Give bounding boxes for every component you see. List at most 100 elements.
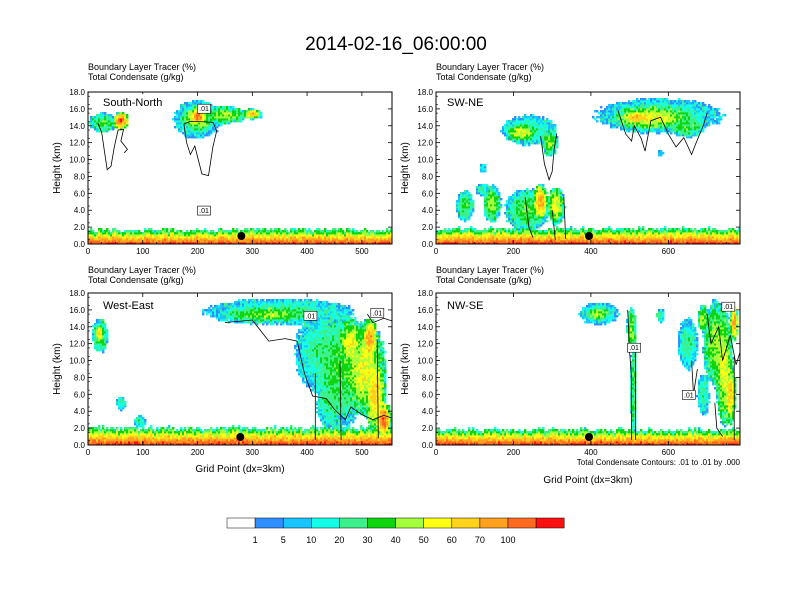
field-cell: [536, 138, 539, 141]
field-cell: [648, 124, 651, 127]
field-cell: [534, 232, 537, 235]
field-cell: [638, 228, 641, 231]
field-cell: [518, 206, 521, 209]
field-cell: [646, 238, 649, 241]
field-cell: [200, 232, 203, 235]
field-cell: [548, 148, 551, 151]
field-cell: [614, 108, 617, 111]
field-cell: [574, 238, 577, 241]
field-cell: [202, 102, 205, 105]
field-cell: [442, 230, 445, 233]
field-cell: [618, 110, 621, 113]
field-cell: [572, 242, 575, 244]
field-cell: [382, 236, 385, 239]
field-cell: [464, 236, 467, 239]
field-cell: [460, 238, 463, 241]
field-cell: [268, 230, 271, 233]
field-cell: [542, 222, 545, 225]
field-cell: [684, 100, 687, 103]
field-cell: [290, 232, 293, 235]
field-cell: [216, 234, 219, 237]
field-cell: [516, 192, 519, 195]
field-cell: [668, 234, 671, 237]
field-cell: [538, 126, 541, 129]
field-cell: [190, 116, 193, 119]
field-cell: [114, 126, 117, 129]
field-cell: [490, 242, 493, 244]
field-cell: [524, 210, 527, 213]
field-cell: [100, 242, 103, 244]
field-cell: [224, 114, 227, 117]
field-cell: [544, 196, 547, 199]
field-cell: [252, 230, 255, 233]
field-cell: [172, 234, 175, 237]
field-cell: [366, 236, 369, 239]
field-cell: [534, 196, 537, 199]
field-cell: [660, 232, 663, 235]
field-cell: [666, 234, 669, 237]
field-cell: [588, 228, 591, 231]
field-cell: [540, 206, 543, 209]
field-cell: [186, 128, 189, 131]
field-cell: [308, 228, 311, 231]
field-cell: [654, 98, 657, 101]
field-cell: [452, 240, 455, 243]
field-cell: [160, 238, 163, 241]
field-cell: [194, 124, 197, 127]
field-cell: [120, 238, 123, 241]
field-cell: [522, 128, 525, 131]
field-cell: [538, 216, 541, 219]
field-cell: [180, 116, 183, 119]
field-cell: [204, 234, 207, 237]
field-cell: [696, 130, 699, 133]
field-cell: [210, 240, 213, 243]
field-cell: [630, 122, 633, 125]
field-cell: [188, 110, 191, 113]
field-cell: [612, 106, 615, 109]
field-cell: [484, 206, 487, 209]
field-cell: [220, 120, 223, 123]
field-cell: [202, 120, 205, 123]
field-cell: [522, 240, 525, 243]
field-cell: [300, 232, 303, 235]
field-cell: [196, 122, 199, 125]
field-cell: [180, 128, 183, 131]
field-cell: [644, 234, 647, 237]
field-cell: [218, 122, 221, 125]
field-cell: [448, 238, 451, 241]
field-cell: [552, 138, 555, 141]
field-cell: [480, 236, 483, 239]
field-cell: [492, 202, 495, 205]
field-cell: [516, 222, 519, 225]
field-cell: [102, 112, 105, 115]
field-cell: [198, 114, 201, 117]
field-cell: [176, 114, 179, 117]
field-cell: [700, 102, 703, 105]
field-cell: [330, 242, 333, 244]
field-cell: [524, 130, 527, 133]
field-cell: [622, 110, 625, 113]
field-cell: [632, 112, 635, 115]
field-cell: [530, 204, 533, 207]
field-cell: [628, 122, 631, 125]
field-cell: [184, 240, 187, 243]
field-cell: [528, 130, 531, 133]
field-cell: [284, 242, 287, 244]
field-cell: [206, 242, 209, 244]
field-cell: [534, 230, 537, 233]
field-cell: [436, 240, 439, 243]
field-cell: [182, 232, 185, 235]
field-cell: [628, 110, 631, 113]
field-cell: [680, 130, 683, 133]
field-cell: [630, 116, 633, 119]
field-cell: [604, 114, 607, 117]
field-cell: [186, 130, 189, 133]
field-cell: [560, 218, 563, 221]
field-cell: [146, 242, 149, 244]
field-cell: [160, 236, 163, 239]
field-cell: [312, 238, 315, 241]
field-cell: [252, 236, 255, 239]
field-cell: [390, 230, 392, 233]
field-cell: [536, 238, 539, 241]
field-cell: [526, 190, 529, 193]
